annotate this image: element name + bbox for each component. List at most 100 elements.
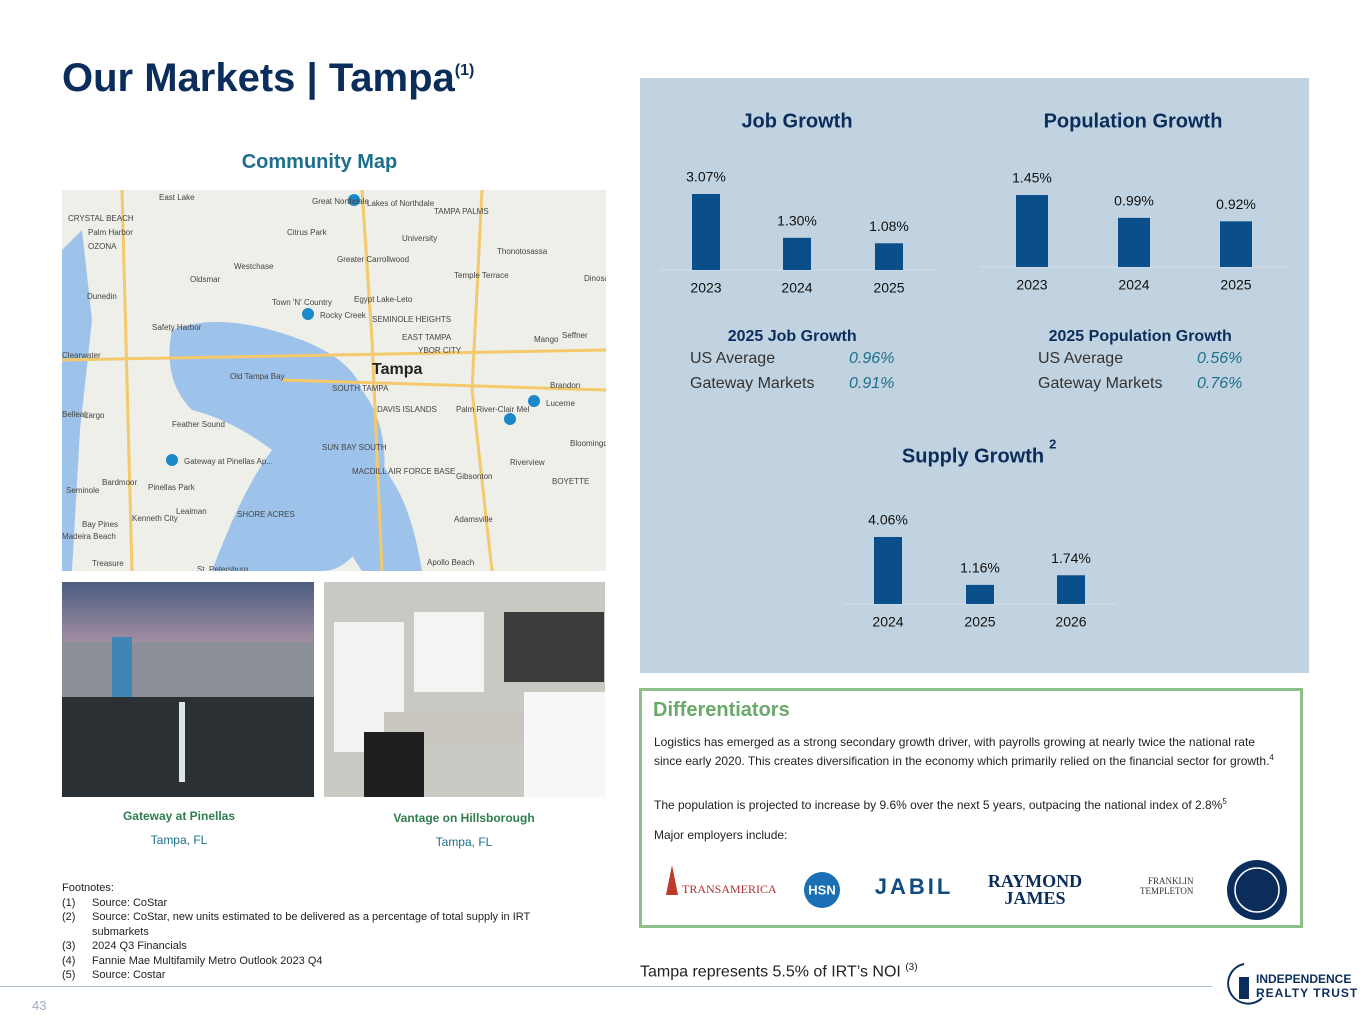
differentiators-box — [639, 688, 1303, 928]
footnote-heading: Footnotes: — [62, 882, 114, 894]
map-label: Great Northdale — [312, 197, 369, 206]
footnote-text: (4) — [62, 954, 76, 967]
map-label: Seminole — [66, 486, 100, 495]
logo-text: FRANKLIN — [1148, 876, 1194, 886]
map-label: Oldsmar — [190, 275, 221, 284]
stat-title: 2025 Job Growth — [727, 328, 857, 345]
footer-rule — [0, 986, 1212, 987]
stat-title: 2025 Population Growth — [1048, 328, 1232, 345]
paragraph: Logistics has emerged as a strong second… — [654, 735, 1274, 768]
employer-logos: TRANSAMERICA HSN JABIL RAYMOND JAMES FRA… — [666, 860, 1287, 920]
logo-text: JABIL — [875, 874, 954, 899]
map-label: Palm River-Clair Mel — [456, 405, 530, 414]
diff-title: Differentiators — [653, 699, 790, 721]
map-water — [302, 380, 422, 571]
paragraph: The population is projected to increase … — [654, 797, 1227, 812]
map-label: Bardmoor — [102, 478, 137, 487]
map-label: Kenneth City — [132, 514, 178, 523]
stat-value: 0.96% — [849, 350, 895, 367]
map-water — [62, 230, 92, 571]
logo-text: TRANSAMERICA — [682, 882, 777, 896]
map-roads — [62, 190, 606, 571]
value-label: 1.74% — [1051, 550, 1091, 566]
footnote: (1) Source: CoStar — [62, 896, 582, 911]
x-tick-label: 2023 — [690, 280, 721, 296]
stat-table: 2025 Population Growth US Average 0.56% G… — [1038, 328, 1242, 400]
x-tick-label: 2025 — [964, 614, 995, 630]
map-label: Brandon — [550, 381, 580, 390]
stat-label: Gateway Markets — [690, 375, 815, 392]
map-label: Treasure — [92, 559, 124, 568]
map-label: Bloomingdale — [570, 439, 606, 448]
map-label: Pinellas Park — [148, 483, 196, 492]
map-label: Gibsonton — [456, 472, 492, 481]
page-number: 43 — [32, 998, 47, 1013]
footnote: (3) 2024 Q3 Financials — [62, 939, 582, 954]
footnote: (5) Source: Costar — [62, 968, 582, 983]
map-label: Egypt Lake-Leto — [354, 295, 413, 304]
bar — [875, 243, 903, 270]
bar — [783, 237, 811, 270]
logo-text: RAYMOND — [988, 871, 1082, 891]
map-label: Greater Carrollwood — [337, 255, 409, 264]
footnote-text: Source: Costar — [92, 969, 166, 981]
x-tick-label: 2024 — [872, 614, 903, 630]
map-label: Gateway at Pinellas Ap... — [184, 457, 273, 466]
map-label: Lucerne — [546, 399, 575, 408]
map-label: Clearwater — [62, 351, 101, 360]
stat-label: US Average — [690, 350, 776, 367]
stat-table: 2025 Job Growth US Average 0.96% Gateway … — [690, 328, 894, 400]
x-tick-label: 2024 — [1118, 277, 1149, 293]
caption: Gateway at Pinellas Tampa, FL — [122, 809, 236, 847]
map-label: Palm Harbor — [88, 228, 133, 237]
map-label: DAVIS ISLANDS — [377, 405, 437, 414]
map-label: Apollo Beach — [427, 558, 474, 567]
x-tick-label: 2026 — [1055, 614, 1086, 630]
footnotes: Footnotes: (1) Source: CoStar (2) Source: C… — [62, 881, 582, 983]
stat-label: Gateway Markets — [1038, 375, 1163, 392]
map-label: St. Petersburg — [197, 565, 248, 571]
x-tick-label: 2025 — [873, 280, 904, 296]
map-label: University — [402, 234, 437, 243]
stat-label: US Average — [1038, 350, 1124, 367]
map-label: Madeira Beach — [62, 532, 116, 541]
map-label: EAST TAMPA — [402, 333, 452, 342]
footnote-text: (1) — [62, 896, 76, 909]
photo-vantage — [324, 582, 605, 797]
map-label: Bay Pines — [82, 520, 118, 529]
map-label: Riverview — [510, 458, 545, 467]
map-label: SUN BAY SOUTH — [322, 443, 387, 452]
map-label: MACDILL AIR FORCE BASE — [352, 467, 455, 476]
map-label: Dinosaur — [584, 274, 606, 283]
map-label: Rocky Creek — [320, 311, 367, 320]
map-label: Feather Sound — [172, 420, 225, 429]
chart-title: Population Growth — [1044, 110, 1223, 132]
logo-text: JAMES — [1004, 888, 1065, 908]
value-label: 0.92% — [1216, 196, 1256, 212]
bar — [1016, 195, 1048, 267]
map-label: Westchase — [234, 262, 274, 271]
x-tick-label: 2024 — [781, 280, 812, 296]
map-label: Tampa — [372, 361, 422, 378]
charts: Job Growth 3.07% 2023 1.30% 2024 1.08% 2025 Pop… — [660, 110, 1288, 630]
map-label: Old Tampa Bay — [230, 372, 285, 381]
map-label: Mango — [534, 335, 559, 344]
stats-panel — [640, 78, 1309, 673]
value-label: 1.16% — [960, 560, 1000, 576]
stat-value: 0.76% — [1197, 375, 1243, 392]
map-label: Lakes of Northdale — [367, 199, 435, 208]
map-label: YBOR CITY — [418, 346, 462, 355]
stat-value: 0.56% — [1197, 350, 1243, 367]
logo-text: TEMPLETON — [1140, 886, 1194, 896]
map-pins — [166, 194, 540, 466]
footnote: (4) Fannie Mae Multifamily Metro Outlook … — [62, 954, 582, 969]
map-label: OZONA — [88, 242, 117, 251]
bar — [966, 584, 994, 604]
footnote-text: (2) — [62, 911, 76, 923]
map-label: Leaiman — [176, 507, 207, 516]
map-label: Temple Terrace — [454, 271, 509, 280]
photo-gateway — [62, 582, 314, 797]
value-label: 3.07% — [686, 169, 726, 185]
map-title: Community Map — [241, 151, 398, 173]
